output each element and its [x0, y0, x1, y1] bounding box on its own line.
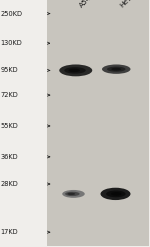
Ellipse shape: [111, 192, 122, 196]
Ellipse shape: [68, 69, 80, 72]
Ellipse shape: [64, 67, 86, 74]
Ellipse shape: [106, 190, 126, 197]
Ellipse shape: [100, 188, 130, 200]
Ellipse shape: [59, 64, 92, 76]
Ellipse shape: [67, 193, 75, 195]
Ellipse shape: [65, 192, 80, 196]
Ellipse shape: [62, 190, 85, 198]
Text: 28KD: 28KD: [1, 181, 18, 187]
Text: 17KD: 17KD: [1, 229, 18, 235]
Text: 55KD: 55KD: [1, 123, 18, 129]
Text: 72KD: 72KD: [1, 92, 18, 98]
Text: 36KD: 36KD: [1, 154, 18, 160]
Ellipse shape: [107, 67, 126, 72]
Text: He1a: He1a: [118, 0, 136, 9]
Text: 95KD: 95KD: [1, 67, 18, 73]
Text: 250KD: 250KD: [1, 11, 23, 17]
Text: A549: A549: [78, 0, 96, 9]
Bar: [47, 0, 149, 246]
Ellipse shape: [102, 64, 130, 74]
Text: 130KD: 130KD: [1, 40, 22, 46]
Ellipse shape: [111, 68, 121, 71]
